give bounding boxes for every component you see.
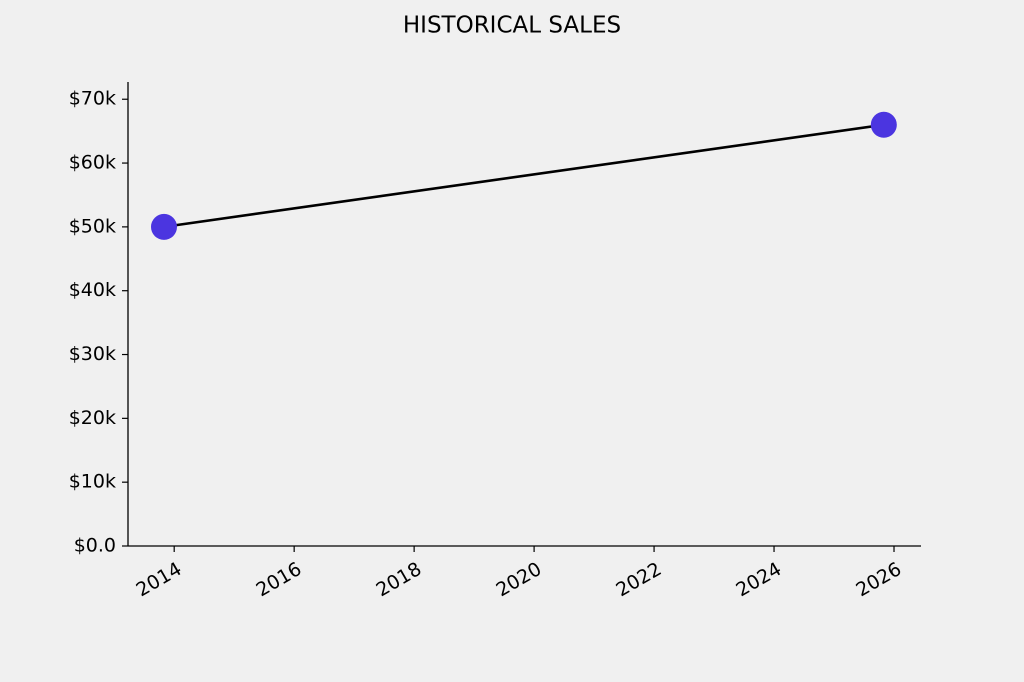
point <box>150 213 177 240</box>
y-tick-label: $50k <box>69 215 116 237</box>
y-tick-label: $60k <box>69 152 116 174</box>
y-tick-label: $20k <box>69 407 116 429</box>
line <box>163 123 884 229</box>
chart-title: HISTORICAL SALES <box>403 13 621 39</box>
y-tick-label: $30k <box>69 343 116 365</box>
y-tick-label: $70k <box>69 88 116 110</box>
y-tick-label: $40k <box>69 279 116 301</box>
point <box>870 111 897 138</box>
y-tick-label: $10k <box>69 471 116 493</box>
y-tick-label: $0.0 <box>74 535 116 557</box>
